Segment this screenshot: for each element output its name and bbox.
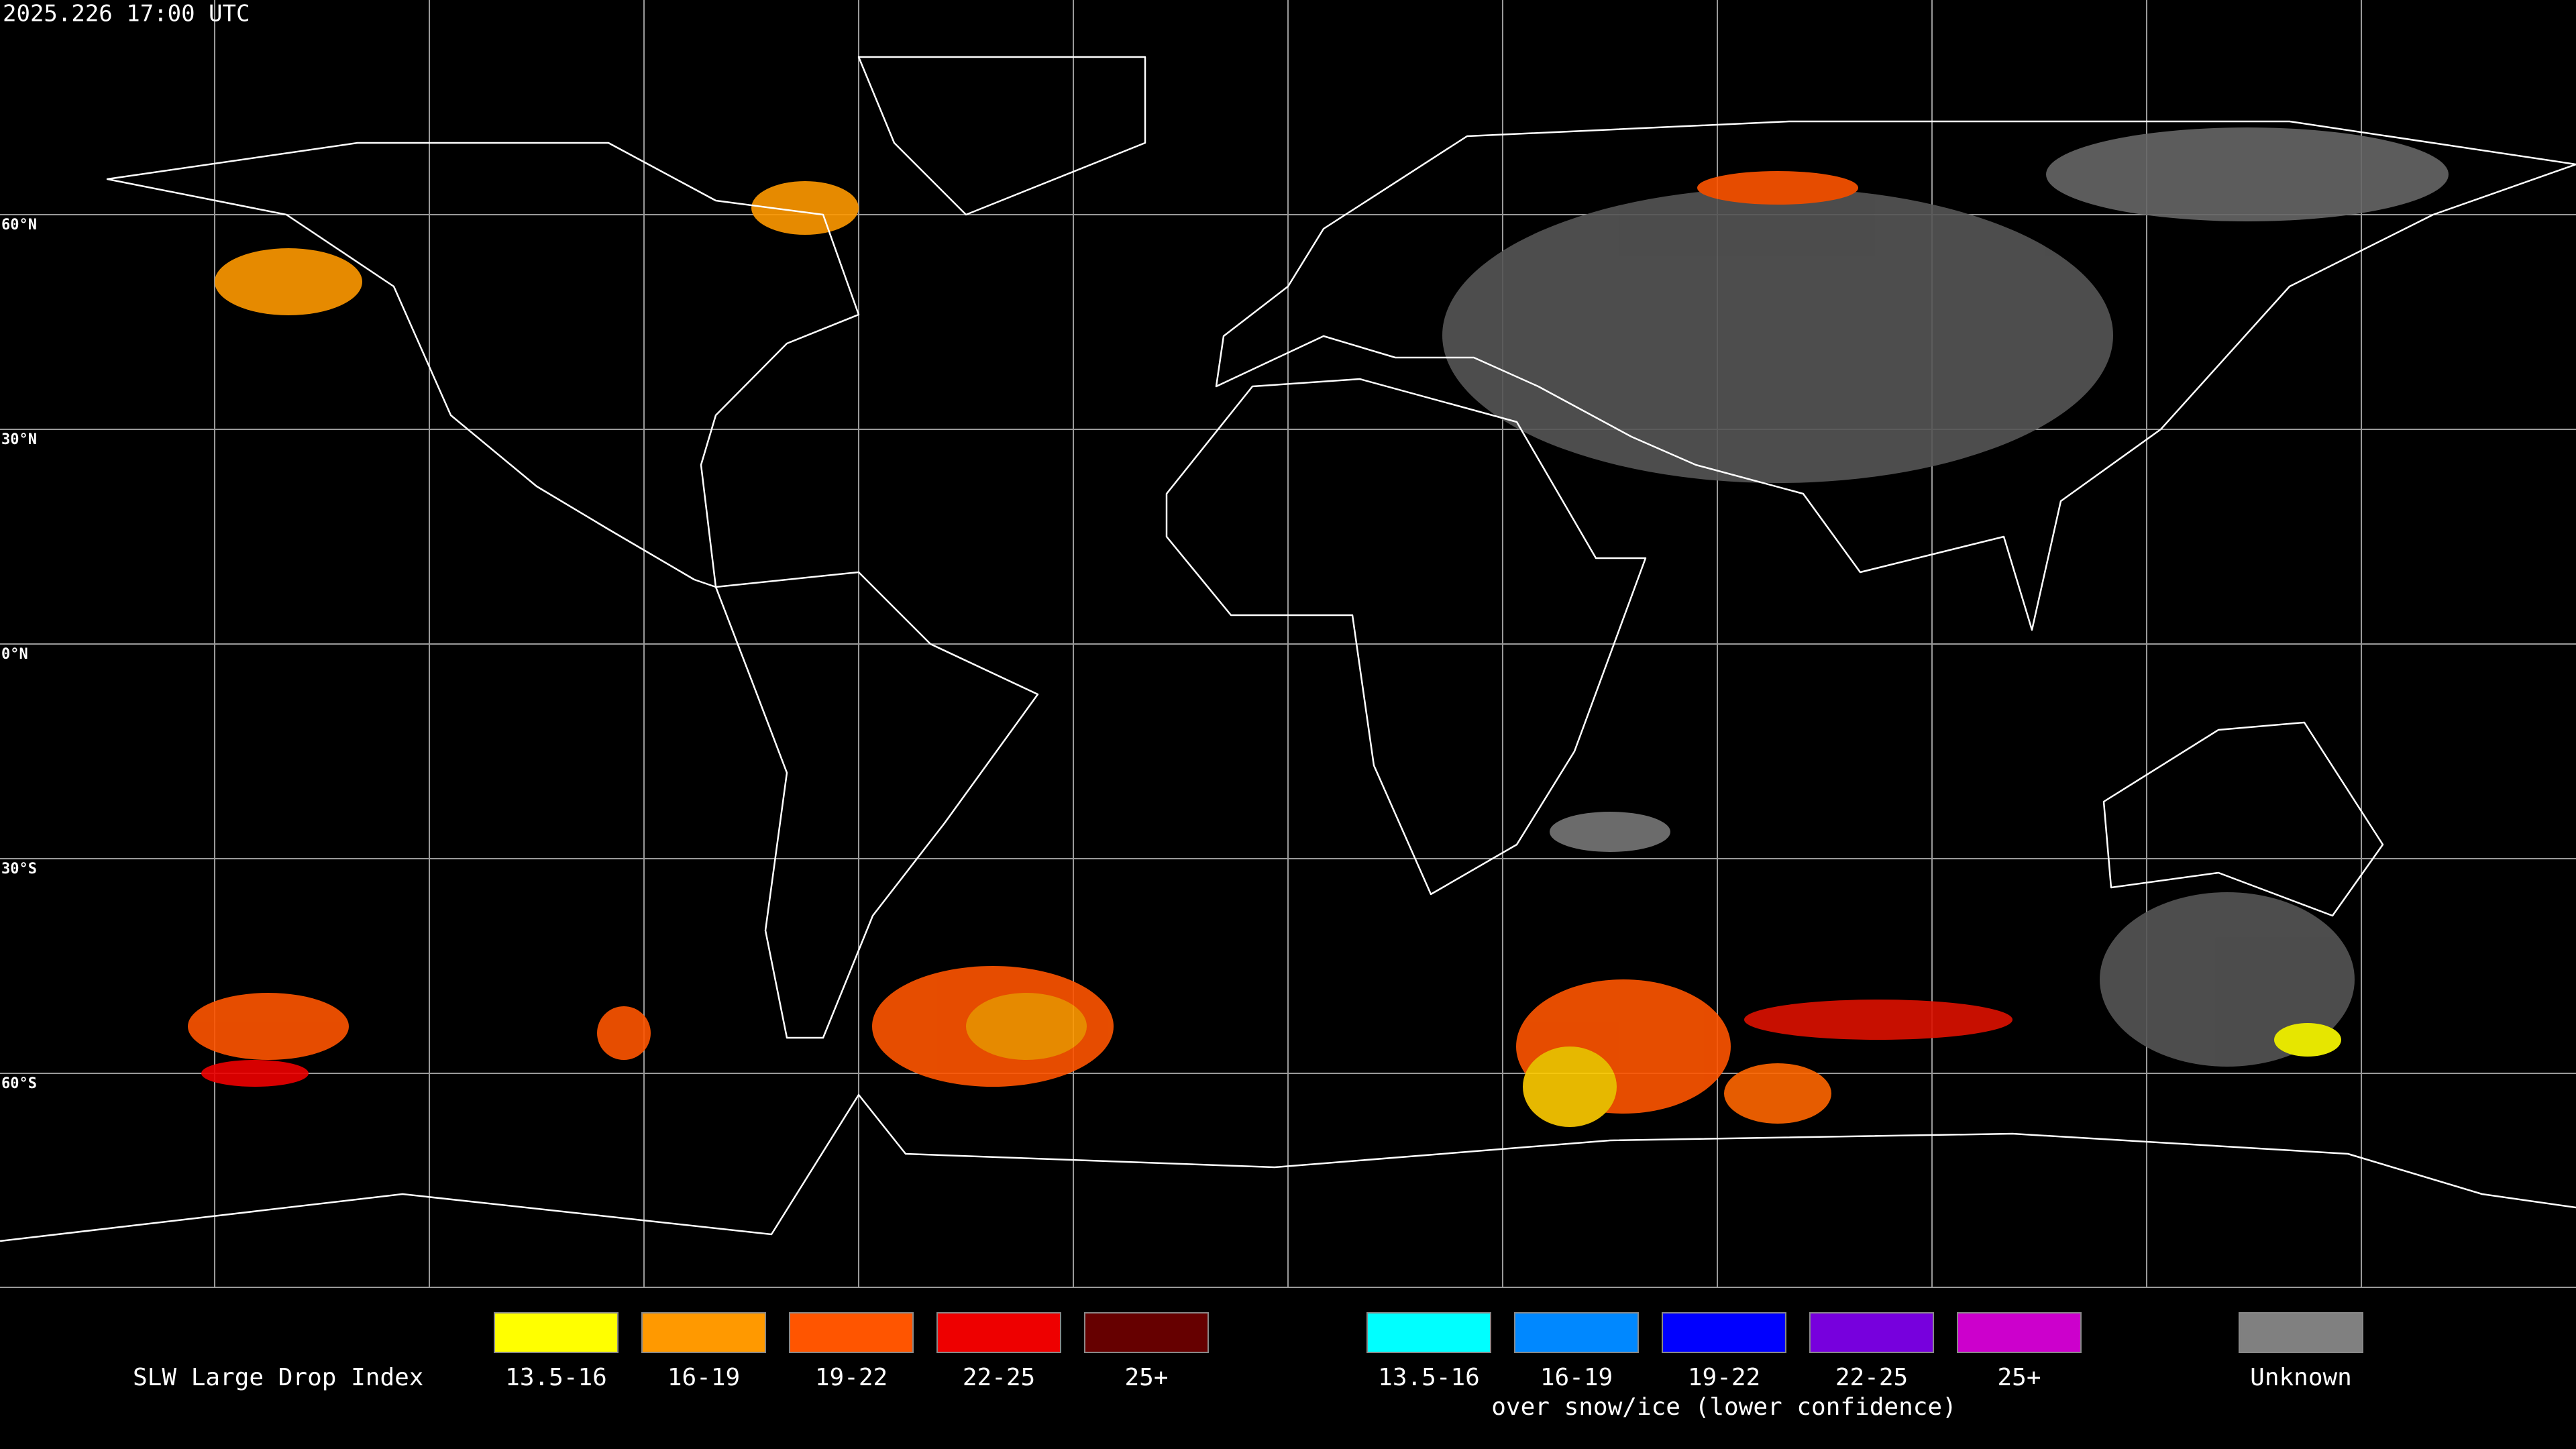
legend-label: 22-25 [1835, 1364, 1908, 1391]
latitude-label: 30°N [1, 431, 37, 448]
legend-label: 13.5-16 [1378, 1364, 1480, 1391]
slw-cloud [1523, 1046, 1617, 1127]
legend-label: 19-22 [815, 1364, 888, 1391]
legend-label: 22-25 [963, 1364, 1035, 1391]
legend-swatch [1366, 1312, 1491, 1353]
legend-label: 13.5-16 [505, 1364, 607, 1391]
unknown-cloud [2100, 892, 2355, 1067]
legend-label: 16-19 [667, 1364, 740, 1391]
unknown-cloud [1442, 188, 2113, 483]
clouds [188, 127, 2449, 1127]
slw-cloud [966, 993, 1087, 1060]
legend-label: 16-19 [1540, 1364, 1613, 1391]
legend-label: 25+ [1124, 1364, 1168, 1391]
greenland [857, 56, 1146, 216]
legend-subtitle: over snow/ice (lower confidence) [1491, 1393, 1957, 1421]
slw-cloud [2274, 1023, 2341, 1057]
legend-swatch [789, 1312, 914, 1353]
legend-label: 19-22 [1688, 1364, 1760, 1391]
legend-swatch [494, 1312, 619, 1353]
legend-title: SLW Large Drop Index [133, 1364, 423, 1391]
slw-cloud [597, 1006, 651, 1060]
legend-swatch [641, 1312, 766, 1353]
legend-swatch [1662, 1312, 1786, 1353]
slw-cloud [751, 181, 859, 235]
legend-swatch [936, 1312, 1061, 1353]
legend-label: Unknown [2250, 1364, 2352, 1391]
africa [1165, 378, 1647, 896]
coastlines [0, 56, 2576, 1242]
slw-cloud [215, 248, 362, 315]
legend-label: 25+ [1997, 1364, 2041, 1391]
slw-cloud [1724, 1063, 1831, 1124]
eurasia [1215, 120, 2576, 631]
unknown-cloud [1550, 812, 1670, 852]
slw-cloud [1697, 171, 1858, 205]
slw-cloud [201, 1060, 309, 1087]
slw-cloud [1744, 1000, 2012, 1040]
slw-cloud [188, 993, 349, 1060]
legend-swatch [1514, 1312, 1639, 1353]
australia [2102, 721, 2384, 917]
latitude-label: 60°S [1, 1075, 37, 1092]
latitude-label: 0°N [1, 646, 28, 663]
legend-swatch [1809, 1312, 1934, 1353]
north-america [106, 142, 860, 588]
legend: SLW Large Drop Index 13.5-16 16-19 19-22 22… [133, 1312, 2363, 1421]
legend-swatch [1084, 1312, 1209, 1353]
unknown-cloud [2046, 127, 2449, 221]
south-america [714, 571, 1039, 1039]
timestamp: 2025.226 17:00 UTC [3, 1, 250, 28]
latitude-label: 30°S [1, 861, 37, 877]
antarctica [0, 1093, 2576, 1242]
latitude-label: 60°N [1, 217, 37, 233]
legend-swatch [2239, 1312, 2363, 1353]
legend-swatch [1957, 1312, 2082, 1353]
